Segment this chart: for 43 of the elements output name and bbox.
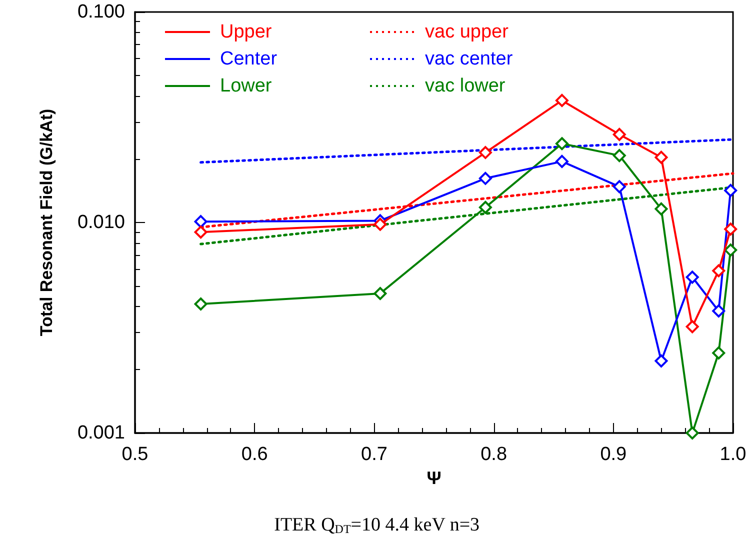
point <box>555 94 568 107</box>
x-tick-label: 0.8 <box>480 444 508 465</box>
x-tick-label: 1.0 <box>720 444 746 465</box>
point <box>712 346 726 360</box>
point <box>724 222 738 236</box>
y-tick-label: 0.001 <box>77 422 125 444</box>
point <box>555 137 568 150</box>
point <box>686 320 699 334</box>
point <box>612 128 626 141</box>
legend-label: Upper <box>220 22 272 42</box>
legend-label: vac upper <box>425 22 510 42</box>
point <box>686 270 699 284</box>
point <box>654 354 668 368</box>
x-tick-label: 0.5 <box>122 444 148 465</box>
point <box>194 215 208 228</box>
point <box>712 304 726 318</box>
x-tick-label: 0.9 <box>600 444 627 465</box>
point <box>555 154 568 168</box>
point <box>612 180 626 194</box>
point <box>374 218 387 231</box>
legend-label: Center <box>220 48 278 70</box>
point <box>724 244 738 257</box>
y-axis-title: Total Resonant Field (G/kAt) <box>37 108 56 336</box>
legend-label: vac center <box>425 48 514 70</box>
point <box>654 202 668 216</box>
point <box>478 146 492 160</box>
point <box>478 172 492 185</box>
point <box>712 264 726 278</box>
point <box>724 184 738 197</box>
x-axis-title: Ψ <box>426 468 442 488</box>
point <box>478 200 492 214</box>
x-tick-label: 0.6 <box>241 444 268 465</box>
point <box>612 149 626 162</box>
y-tick-label: 0.100 <box>77 2 125 22</box>
y-tick-label: 0.010 <box>77 212 125 233</box>
point <box>374 286 387 300</box>
point <box>194 298 208 311</box>
x-tick-label: 0.7 <box>360 444 388 465</box>
point <box>654 150 668 164</box>
point <box>194 226 208 239</box>
legend-label: Lower <box>220 76 272 96</box>
legend-label: vac lower <box>425 76 506 96</box>
point <box>686 426 699 440</box>
